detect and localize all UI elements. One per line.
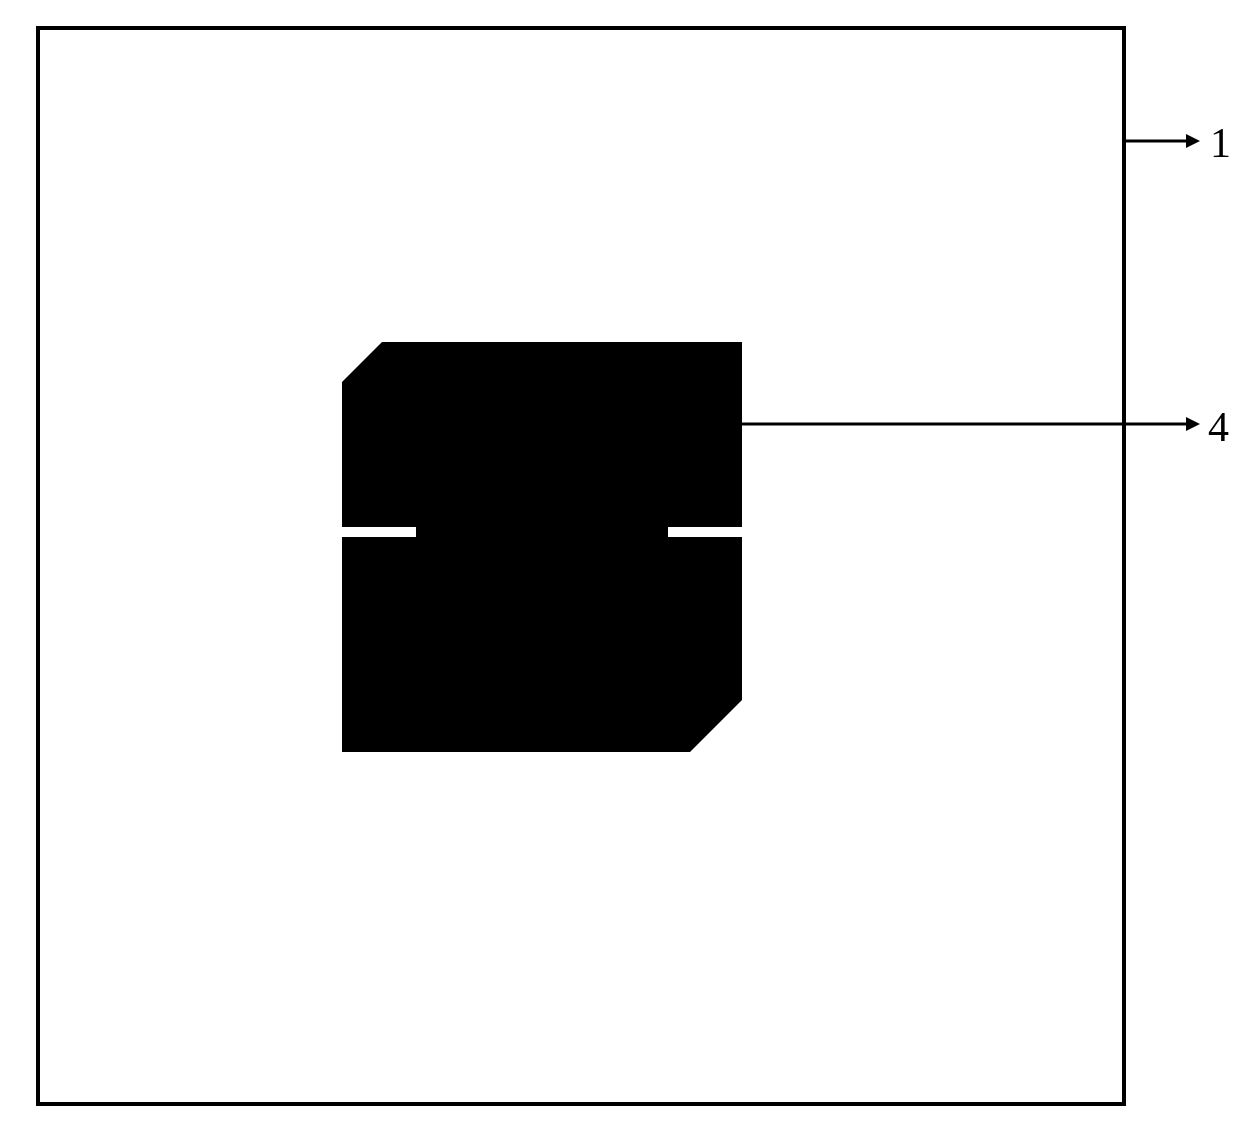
diagram-svg bbox=[0, 0, 1240, 1137]
arrowhead-4 bbox=[1186, 417, 1200, 431]
label-4: 4 bbox=[1208, 404, 1229, 452]
diagram-canvas: 1 4 bbox=[0, 0, 1240, 1137]
inner-patch-shape bbox=[342, 342, 742, 752]
label-1: 1 bbox=[1210, 120, 1231, 168]
arrowhead-1 bbox=[1186, 134, 1200, 148]
